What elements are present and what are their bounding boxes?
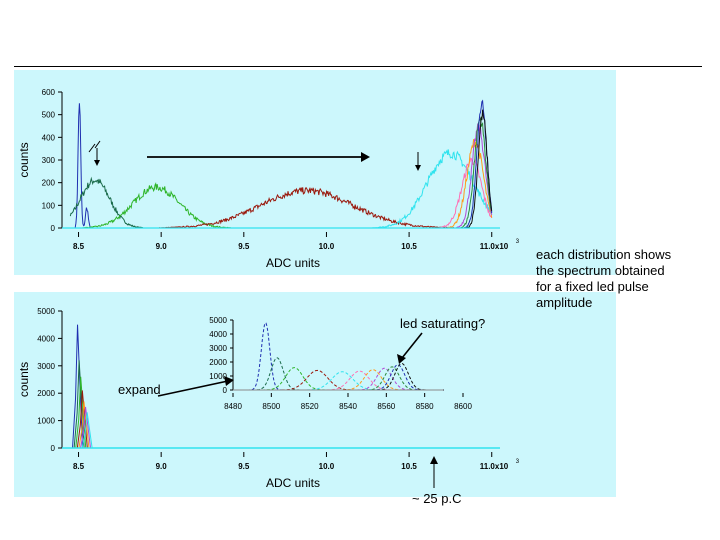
y-tick-label: 500 <box>42 111 56 120</box>
side-annotation-line: for a fixed led pulse <box>536 279 649 294</box>
inset-y-tick-label: 3000 <box>209 344 227 353</box>
y-tick-label: 4000 <box>37 334 55 343</box>
side-annotation: each distribution shows the spectrum obt… <box>536 247 716 311</box>
series-line <box>159 187 455 229</box>
x-tick-label: 11.0x10 <box>480 462 509 471</box>
side-annotation-line: each distribution shows <box>536 247 672 262</box>
y-tick-label: 0 <box>51 444 56 453</box>
saturation-arrow-line <box>401 332 423 359</box>
x-axis-title: ADC units <box>266 476 320 490</box>
x-tick-label: 10.5 <box>401 242 417 251</box>
series-line <box>69 176 144 229</box>
x-tick-label: 9.5 <box>238 462 250 471</box>
x-tick-label: 10.5 <box>401 462 417 471</box>
spike-series <box>80 406 92 449</box>
top-chart-panel <box>14 70 616 275</box>
y-tick-label: 3000 <box>37 362 55 371</box>
inset-y-tick-label: 5000 <box>209 316 227 325</box>
series-line <box>438 157 493 229</box>
top-rule <box>14 66 702 67</box>
inset-x-tick-label: 8500 <box>262 402 280 411</box>
x-tick-label: 10.0 <box>319 462 335 471</box>
inset-series-line <box>236 362 444 391</box>
x-tick-label: 8.5 <box>73 462 85 471</box>
spike-series <box>75 376 87 449</box>
inset-x-tick-label: 8480 <box>224 402 242 411</box>
x-tick-label: 9.0 <box>156 242 168 251</box>
charge-arrow-head <box>430 456 438 464</box>
peak-arrow-a <box>88 143 96 153</box>
saturation-arrow-head <box>397 354 406 364</box>
y-tick-label: 2000 <box>37 389 55 398</box>
spike-series <box>73 360 85 449</box>
charge-label: ~ 25 p.C <box>412 491 462 506</box>
series-line <box>460 116 493 229</box>
x-exponent-label: 3 <box>516 459 520 465</box>
x-exponent-label: 3 <box>516 239 520 245</box>
y-tick-label: 5000 <box>37 307 55 316</box>
x-tick-label: 10.0 <box>319 242 335 251</box>
expand-arrow-head <box>224 376 234 386</box>
series-line <box>446 138 493 229</box>
x-tick-label: 11.0x10 <box>480 242 509 251</box>
led-saturating-label: led saturating? <box>400 316 486 331</box>
side-annotation-line: the spectrum obtained <box>536 263 665 278</box>
spike-series <box>81 412 93 449</box>
spike-series <box>78 401 90 449</box>
x-tick-label: 8.5 <box>73 242 85 251</box>
y-tick-label: 400 <box>42 133 56 142</box>
inset-x-tick-label: 8540 <box>339 402 357 411</box>
y-tick-label: 0 <box>51 224 56 233</box>
series-line <box>466 109 493 229</box>
inset-y-tick-label: 2000 <box>209 358 227 367</box>
shift-arrow-head <box>361 152 370 162</box>
y-tick-label: 100 <box>42 201 56 210</box>
y-tick-label: 600 <box>42 88 56 97</box>
x-tick-label: 9.0 <box>156 462 168 471</box>
cyan-peak-arrow-head <box>415 165 421 171</box>
side-annotation-line: amplitude <box>536 295 593 310</box>
inset-y-tick-label: 1000 <box>209 372 227 381</box>
inset-x-tick-label: 8580 <box>416 402 434 411</box>
inset-x-tick-label: 8520 <box>301 402 319 411</box>
y-axis-title: counts <box>17 362 31 397</box>
x-axis-title: ADC units <box>266 256 320 270</box>
inset-series-line <box>236 357 444 391</box>
inset-y-tick-label: 0 <box>223 386 228 395</box>
spike-series <box>76 390 88 449</box>
expand-label: expand <box>118 382 161 397</box>
inset-series-line <box>236 364 444 391</box>
x-tick-label: 9.5 <box>238 242 250 251</box>
y-tick-label: 200 <box>42 179 56 188</box>
peak-arrow-head <box>94 160 100 166</box>
inset-y-tick-label: 4000 <box>209 330 227 339</box>
series-line <box>371 149 493 229</box>
bottom-chart-panel <box>14 292 616 497</box>
series-line <box>455 123 493 229</box>
expand-arrow-line <box>157 380 229 397</box>
series-line <box>82 182 231 229</box>
inset-series-line <box>236 366 444 391</box>
y-tick-label: 1000 <box>37 417 55 426</box>
y-tick-label: 300 <box>42 156 56 165</box>
inset-x-tick-label: 8600 <box>454 402 472 411</box>
inset-x-tick-label: 8560 <box>377 402 395 411</box>
series-line <box>74 103 92 229</box>
y-axis-title: counts <box>17 142 31 177</box>
peak-arrow-b <box>94 140 101 149</box>
spike-series <box>72 324 84 449</box>
